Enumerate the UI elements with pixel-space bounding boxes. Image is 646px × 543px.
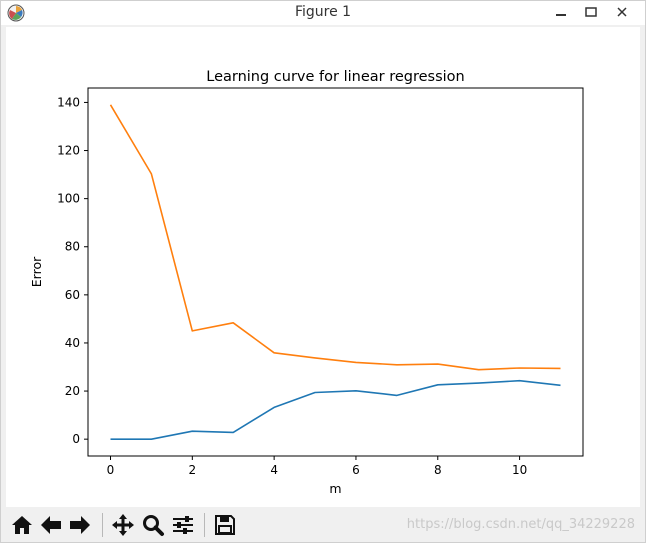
back-button[interactable] — [37, 511, 65, 539]
pan-button[interactable] — [109, 511, 137, 539]
series-line-1 — [110, 379, 561, 441]
x-tick-label: 8 — [434, 463, 442, 477]
home-icon — [12, 516, 32, 534]
y-tick-label: 120 — [57, 144, 80, 158]
window-title: Figure 1 — [294, 4, 352, 20]
y-tick-label: 140 — [57, 95, 80, 109]
y-axis-label: Error — [29, 256, 44, 287]
x-axis-label: m — [329, 481, 341, 496]
close-icon — [617, 7, 627, 17]
maximize-icon — [585, 7, 597, 17]
y-tick-label: 20 — [65, 384, 80, 398]
watermark-text: https://blog.csdn.net/qq_34229228 — [406, 517, 635, 532]
save-button[interactable] — [211, 511, 239, 539]
navigation-toolbar — [2, 508, 644, 542]
toolbar-separator — [204, 513, 205, 537]
subplots-button[interactable] — [169, 511, 197, 539]
y-tick-label: 100 — [57, 192, 80, 206]
y-tick-label: 0 — [72, 432, 80, 446]
series-line-2 — [109, 104, 561, 371]
x-tick-label: 2 — [188, 463, 196, 477]
close-button[interactable] — [607, 1, 637, 23]
figure-canvas[interactable]: 0 2 4 6 8 10 0 20 40 60 80 100 120 140 Learning curve … — [6, 27, 640, 507]
title-bar[interactable]: Figure 1 — [1, 1, 645, 25]
arrow-left-icon — [41, 516, 61, 534]
floppy-disk-icon — [215, 515, 235, 535]
minimize-button[interactable] — [546, 1, 576, 23]
move-icon — [112, 514, 134, 536]
sliders-icon — [173, 516, 193, 534]
chart-title: Learning curve for linear regression — [206, 69, 465, 85]
toolbar-separator — [102, 513, 103, 537]
magnifier-icon — [143, 515, 164, 536]
y-tick-label: 40 — [65, 336, 80, 350]
arrow-right-icon — [70, 516, 90, 534]
x-tick-label: 6 — [352, 463, 360, 477]
y-tick-label: 60 — [65, 288, 80, 302]
maximize-button[interactable] — [576, 1, 606, 23]
x-tick-label: 0 — [107, 463, 115, 477]
x-tick-label: 4 — [270, 463, 278, 477]
matplotlib-icon — [7, 4, 25, 22]
x-tick-label: 10 — [512, 463, 527, 477]
forward-button[interactable] — [66, 511, 94, 539]
home-button[interactable] — [8, 511, 36, 539]
zoom-button[interactable] — [139, 511, 167, 539]
axes-frame — [87, 87, 584, 457]
minimize-icon — [556, 14, 566, 16]
y-tick-label: 80 — [65, 240, 80, 254]
